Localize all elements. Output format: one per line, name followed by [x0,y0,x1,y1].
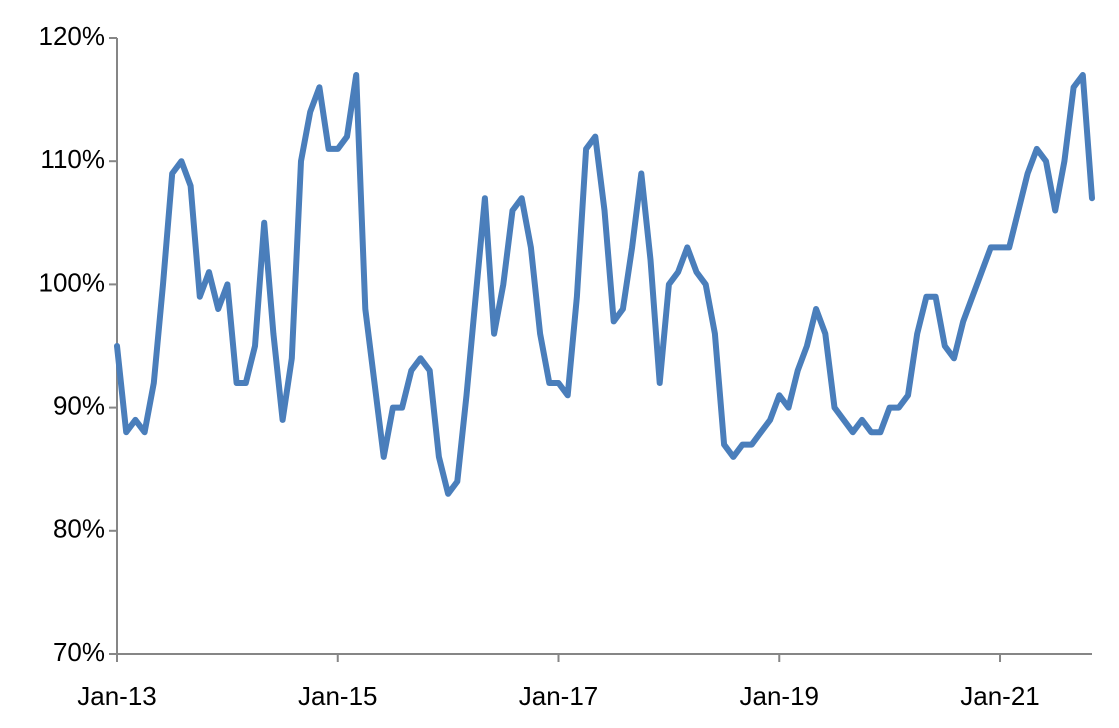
x-tick-label: Jan-13 [77,681,157,711]
x-tick-label: Jan-17 [519,681,599,711]
y-tick-label: 120% [39,21,106,51]
y-tick-label: 90% [53,390,105,420]
y-tick-label: 70% [53,637,105,667]
x-tick-label: Jan-15 [298,681,378,711]
x-tick-label: Jan-19 [740,681,820,711]
x-tick-label: Jan-21 [960,681,1040,711]
series-line [114,72,1095,497]
y-tick-label: 110% [40,144,105,174]
y-tick-label: 100% [39,267,106,297]
y-tick-label: 80% [53,514,105,544]
